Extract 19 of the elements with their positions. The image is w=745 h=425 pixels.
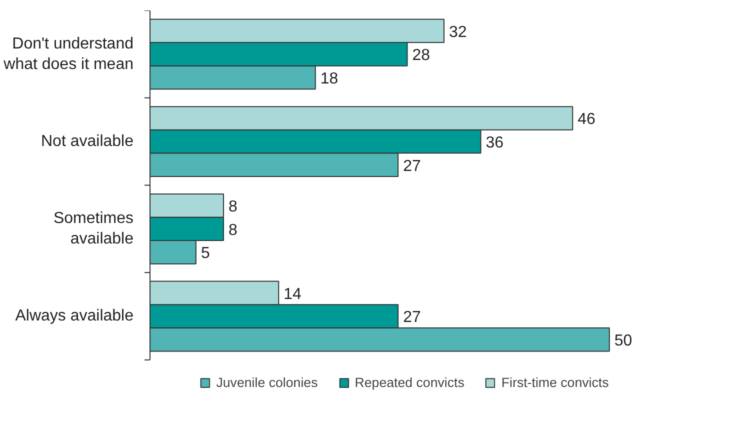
y-tick-label: Sometimes available bbox=[53, 210, 134, 248]
y-tick-label: Don't understand what does it mean bbox=[2, 35, 134, 73]
legend-label: First-time convicts bbox=[501, 375, 609, 390]
data-label: 8 bbox=[228, 198, 238, 216]
data-label: 36 bbox=[486, 134, 504, 152]
y-tick-label: Always available bbox=[15, 308, 134, 325]
data-label: 14 bbox=[284, 286, 302, 303]
legend-label: Repeated convicts bbox=[354, 375, 464, 390]
legend-label: Juvenile colonies bbox=[216, 375, 318, 390]
data-label: 28 bbox=[412, 47, 430, 64]
data-label: 27 bbox=[403, 309, 421, 326]
data-label: 50 bbox=[614, 332, 632, 350]
y-tick-label: Not available bbox=[41, 133, 134, 150]
data-label: 5 bbox=[200, 245, 210, 262]
data-label: 46 bbox=[578, 111, 596, 128]
data-label: 18 bbox=[320, 70, 338, 88]
data-label: 32 bbox=[449, 24, 467, 41]
data-label: 27 bbox=[403, 158, 421, 175]
data-label: 8 bbox=[228, 222, 238, 239]
